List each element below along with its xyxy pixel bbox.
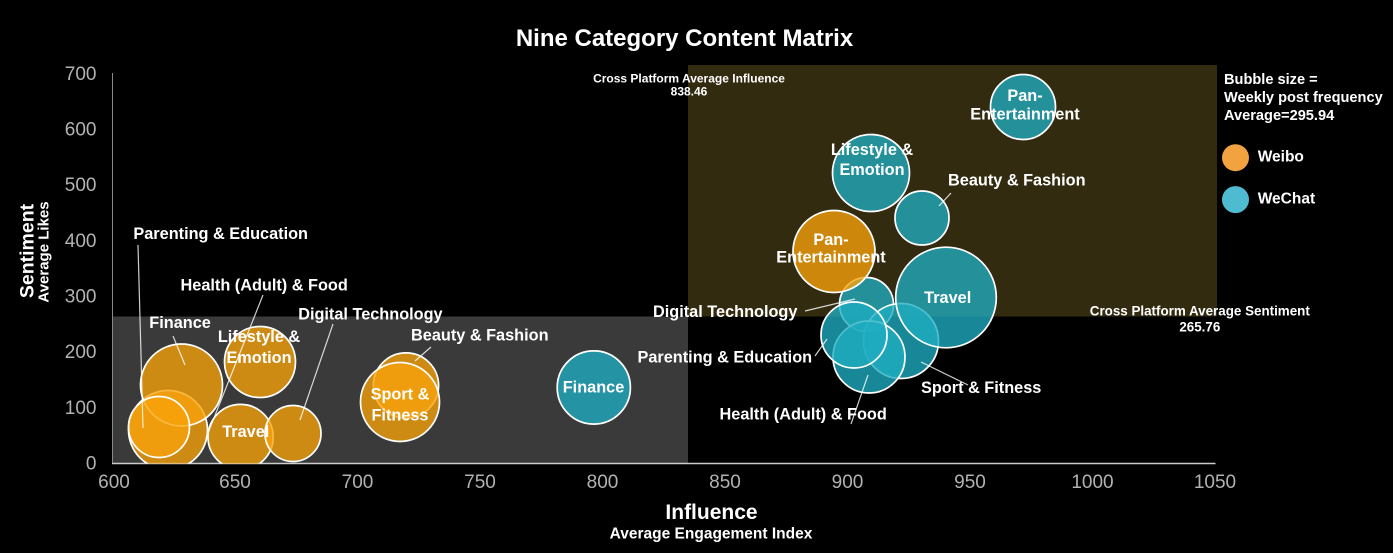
svg-text:Health (Adult) & Food: Health (Adult) & Food <box>181 276 348 294</box>
svg-text:200: 200 <box>65 342 97 363</box>
svg-text:Parenting & Education: Parenting & Education <box>133 225 308 243</box>
svg-text:Influence: Influence <box>665 501 757 524</box>
svg-text:Cross Platform Average Sentime: Cross Platform Average Sentiment <box>1090 304 1311 319</box>
svg-text:Emotion: Emotion <box>839 161 904 179</box>
svg-text:Finance: Finance <box>149 314 211 332</box>
svg-text:700: 700 <box>342 472 374 493</box>
svg-text:Entertainment: Entertainment <box>776 249 886 267</box>
svg-text:Weekly post frequency: Weekly post frequency <box>1224 90 1384 106</box>
svg-text:265.76: 265.76 <box>1179 320 1220 335</box>
svg-text:950: 950 <box>954 472 986 493</box>
svg-text:Emotion: Emotion <box>226 349 291 367</box>
svg-text:Bubble size =: Bubble size = <box>1224 72 1318 88</box>
svg-text:Weibo: Weibo <box>1258 149 1304 166</box>
svg-text:Parenting & Education: Parenting & Education <box>638 349 813 367</box>
svg-text:Fitness: Fitness <box>371 406 428 424</box>
svg-text:1050: 1050 <box>1194 472 1236 493</box>
svg-text:Average Likes: Average Likes <box>36 201 53 302</box>
svg-text:600: 600 <box>65 120 97 141</box>
svg-text:Finance: Finance <box>563 379 625 397</box>
svg-text:Nine Category Content Matrix: Nine Category Content Matrix <box>516 25 854 52</box>
svg-text:800: 800 <box>587 472 619 493</box>
svg-text:Sentiment: Sentiment <box>17 203 39 298</box>
svg-text:Average Engagement Index: Average Engagement Index <box>610 526 813 543</box>
svg-text:Travel: Travel <box>222 423 269 441</box>
svg-text:100: 100 <box>65 398 97 419</box>
svg-text:Digital Technology: Digital Technology <box>653 303 797 321</box>
svg-text:WeChat: WeChat <box>1258 190 1315 207</box>
svg-text:750: 750 <box>464 472 496 493</box>
svg-text:838.46: 838.46 <box>671 85 708 99</box>
svg-text:850: 850 <box>709 472 741 493</box>
svg-text:Digital Technology: Digital Technology <box>298 306 442 324</box>
svg-text:Beauty & Fashion: Beauty & Fashion <box>411 327 549 345</box>
svg-text:500: 500 <box>65 175 97 196</box>
svg-text:Lifestyle &: Lifestyle & <box>218 328 301 346</box>
svg-text:400: 400 <box>65 231 97 252</box>
svg-text:Beauty & Fashion: Beauty & Fashion <box>948 172 1086 190</box>
svg-text:Entertainment: Entertainment <box>970 106 1080 124</box>
svg-text:1000: 1000 <box>1071 472 1113 493</box>
svg-text:Cross Platform Average Influen: Cross Platform Average Influence <box>593 71 785 85</box>
svg-text:Travel: Travel <box>924 289 971 307</box>
svg-text:Average=295.94: Average=295.94 <box>1224 108 1335 124</box>
svg-text:Sport &: Sport & <box>371 385 430 403</box>
svg-text:Health (Adult) & Food: Health (Adult) & Food <box>720 406 887 424</box>
svg-text:Pan-: Pan- <box>1007 87 1042 105</box>
svg-text:Pan-: Pan- <box>813 231 848 249</box>
svg-text:0: 0 <box>86 454 97 475</box>
svg-text:700: 700 <box>65 64 97 85</box>
svg-text:Sport & Fitness: Sport & Fitness <box>921 379 1041 397</box>
svg-text:Lifestyle &: Lifestyle & <box>831 141 914 159</box>
svg-text:300: 300 <box>65 287 97 308</box>
svg-text:600: 600 <box>98 472 130 493</box>
svg-text:900: 900 <box>832 472 864 493</box>
svg-text:650: 650 <box>219 472 251 493</box>
